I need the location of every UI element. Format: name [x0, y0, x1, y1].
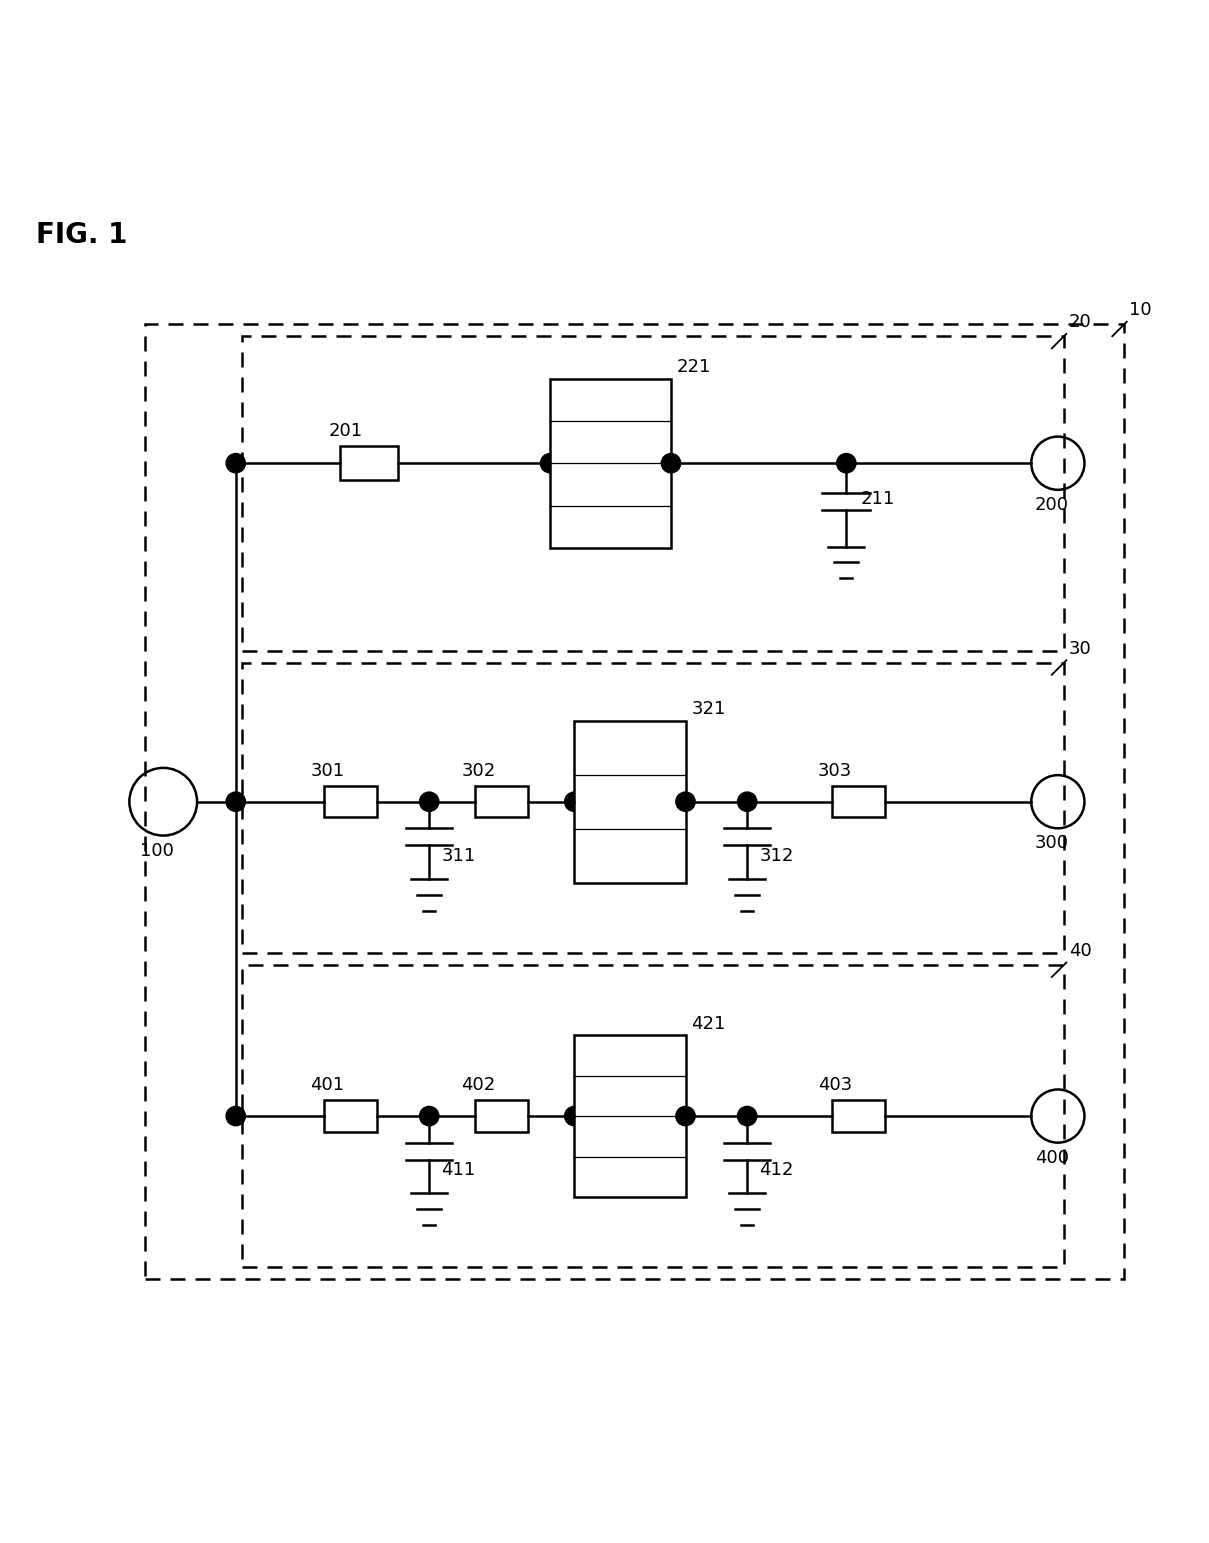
Text: 401: 401 — [311, 1077, 345, 1094]
Circle shape — [226, 454, 245, 472]
Text: 30: 30 — [1069, 640, 1092, 657]
Text: 100: 100 — [140, 841, 174, 859]
Text: 312: 312 — [759, 847, 793, 866]
Text: FIG. 1: FIG. 1 — [36, 221, 128, 250]
Text: 40: 40 — [1069, 943, 1092, 960]
Circle shape — [737, 1106, 757, 1126]
Text: 20: 20 — [1069, 313, 1092, 332]
Bar — [832, 785, 885, 818]
Circle shape — [837, 454, 856, 472]
Text: 10: 10 — [1129, 301, 1152, 319]
Text: 411: 411 — [441, 1162, 475, 1179]
Text: 421: 421 — [692, 1015, 725, 1032]
Bar — [832, 1100, 885, 1131]
Bar — [242, 336, 1064, 651]
Bar — [145, 324, 1124, 1279]
Text: 221: 221 — [677, 358, 711, 376]
Text: 300: 300 — [1035, 835, 1069, 852]
Bar — [242, 662, 1064, 954]
Text: 301: 301 — [311, 762, 345, 779]
Circle shape — [565, 792, 584, 812]
Bar — [475, 1100, 528, 1131]
Text: 403: 403 — [818, 1077, 852, 1094]
Text: 321: 321 — [692, 701, 725, 719]
Text: 211: 211 — [861, 491, 895, 509]
Text: 200: 200 — [1035, 495, 1069, 514]
Bar — [475, 785, 528, 818]
Text: 311: 311 — [441, 847, 475, 866]
Bar — [340, 446, 398, 480]
Circle shape — [420, 1106, 439, 1126]
Bar — [324, 785, 377, 818]
Bar — [574, 721, 686, 883]
Bar — [242, 964, 1064, 1267]
Text: 400: 400 — [1035, 1148, 1069, 1167]
Circle shape — [226, 792, 245, 812]
Text: 412: 412 — [759, 1162, 793, 1179]
Text: 302: 302 — [462, 762, 496, 779]
Circle shape — [676, 1106, 695, 1126]
Circle shape — [420, 792, 439, 812]
Circle shape — [676, 792, 695, 812]
Bar — [574, 1035, 686, 1197]
Circle shape — [565, 1106, 584, 1126]
Circle shape — [661, 454, 681, 472]
Text: 303: 303 — [818, 762, 852, 779]
Text: 201: 201 — [329, 423, 363, 440]
Circle shape — [226, 1106, 245, 1126]
Bar — [550, 378, 671, 548]
Text: 402: 402 — [462, 1077, 496, 1094]
Circle shape — [540, 454, 560, 472]
Bar — [324, 1100, 377, 1131]
Circle shape — [737, 792, 757, 812]
